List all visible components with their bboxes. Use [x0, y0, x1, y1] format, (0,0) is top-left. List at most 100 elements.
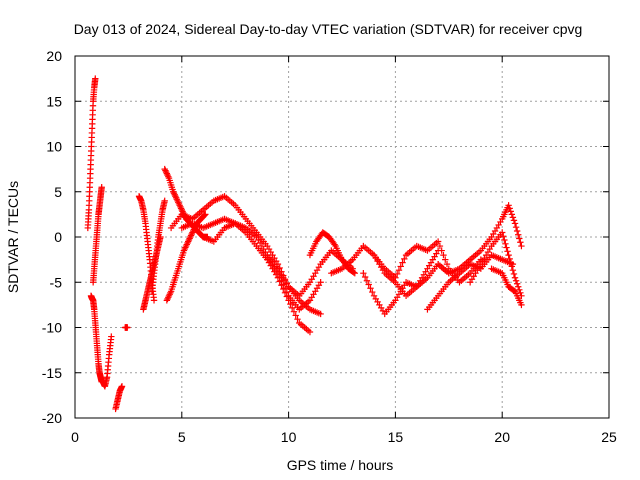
data-point — [512, 277, 520, 284]
data-point — [505, 202, 512, 209]
chart-title: Day 013 of 2024, Sidereal Day-to-day VTE… — [74, 21, 583, 37]
data-point — [504, 248, 511, 255]
data-point — [167, 289, 174, 297]
y-tick-label: 10 — [46, 139, 62, 155]
data-point — [506, 205, 513, 212]
data-point — [177, 203, 184, 211]
data-point — [367, 285, 374, 292]
data-point — [507, 208, 514, 215]
data-point — [442, 256, 449, 263]
data-point — [401, 255, 408, 263]
data-point — [518, 242, 525, 250]
data-point — [170, 190, 178, 197]
y-axis-label: SDTVAR / TECUs — [5, 181, 21, 293]
data-point — [171, 191, 178, 198]
data-point — [92, 75, 99, 82]
data-point — [162, 167, 169, 174]
data-point — [397, 263, 404, 270]
y-tick-label: -10 — [42, 320, 62, 336]
y-tick-label: 0 — [54, 229, 62, 245]
data-point — [172, 193, 179, 200]
data-point — [513, 227, 521, 235]
data-point — [177, 205, 185, 212]
data-point — [317, 310, 324, 318]
data-point — [361, 273, 369, 281]
data-point — [443, 260, 451, 268]
data-point — [507, 259, 514, 266]
data-point — [165, 173, 172, 180]
data-point — [164, 171, 171, 179]
data-point — [365, 281, 372, 288]
series-sat-d — [99, 333, 115, 390]
data-point — [306, 328, 314, 336]
axis-ticks: 0 5 10 15 20 25 -20 -15 -10 -5 0 5 10 15 20 — [42, 48, 617, 445]
data-point — [505, 251, 512, 259]
data-point — [201, 211, 208, 219]
data-point — [183, 241, 190, 248]
data-point — [166, 291, 173, 298]
series-sat-u — [434, 202, 525, 277]
data-point — [288, 304, 296, 312]
data-point — [185, 238, 192, 245]
data-point — [285, 297, 292, 304]
data-point — [182, 242, 190, 250]
series-sat-s — [370, 238, 485, 286]
data-point — [510, 217, 518, 224]
data-point — [170, 188, 177, 195]
data-point — [434, 238, 442, 245]
data-point — [164, 295, 171, 303]
data-point — [179, 208, 186, 215]
data-point — [188, 230, 195, 238]
data-point — [189, 229, 196, 236]
data-point — [276, 278, 283, 285]
data-point — [173, 196, 181, 203]
data-point — [175, 200, 183, 208]
data-point — [124, 324, 131, 331]
x-tick-label: 10 — [281, 429, 297, 445]
data-point — [174, 197, 181, 204]
data-point — [281, 289, 289, 297]
data-point — [274, 274, 282, 281]
data-point — [509, 214, 517, 221]
data-point — [185, 236, 193, 244]
data-points — [84, 75, 525, 413]
data-point — [369, 288, 376, 296]
data-point — [516, 235, 523, 242]
data-point — [331, 241, 338, 248]
data-point — [161, 197, 168, 204]
x-axis-label: GPS time / hours — [287, 457, 394, 473]
data-point — [500, 233, 507, 240]
data-point — [150, 297, 158, 304]
series-sat-l — [167, 193, 324, 318]
data-point — [501, 236, 508, 244]
data-point — [98, 184, 105, 191]
data-point — [161, 165, 168, 173]
data-point — [278, 282, 285, 289]
data-point — [509, 266, 517, 274]
series-sat-n — [199, 220, 314, 336]
data-point — [108, 333, 115, 340]
data-point — [118, 383, 126, 390]
y-tick-label: 20 — [46, 48, 62, 64]
data-point — [176, 202, 183, 209]
data-point — [399, 259, 406, 266]
data-point — [294, 316, 301, 323]
data-point — [280, 285, 287, 293]
data-point — [512, 223, 520, 231]
x-tick-label: 20 — [494, 429, 510, 445]
data-point — [351, 270, 359, 277]
data-point — [187, 232, 195, 239]
data-point — [187, 233, 194, 241]
data-point — [180, 247, 188, 254]
data-point — [517, 239, 524, 246]
data-point — [200, 212, 208, 220]
data-point — [182, 244, 189, 251]
x-tick-label: 0 — [71, 429, 79, 445]
data-point — [502, 240, 509, 247]
data-point — [162, 168, 170, 176]
data-point — [395, 266, 403, 274]
data-point — [292, 312, 299, 319]
x-tick-label: 5 — [178, 429, 186, 445]
series-sat-v — [466, 229, 525, 300]
data-point — [184, 239, 191, 247]
